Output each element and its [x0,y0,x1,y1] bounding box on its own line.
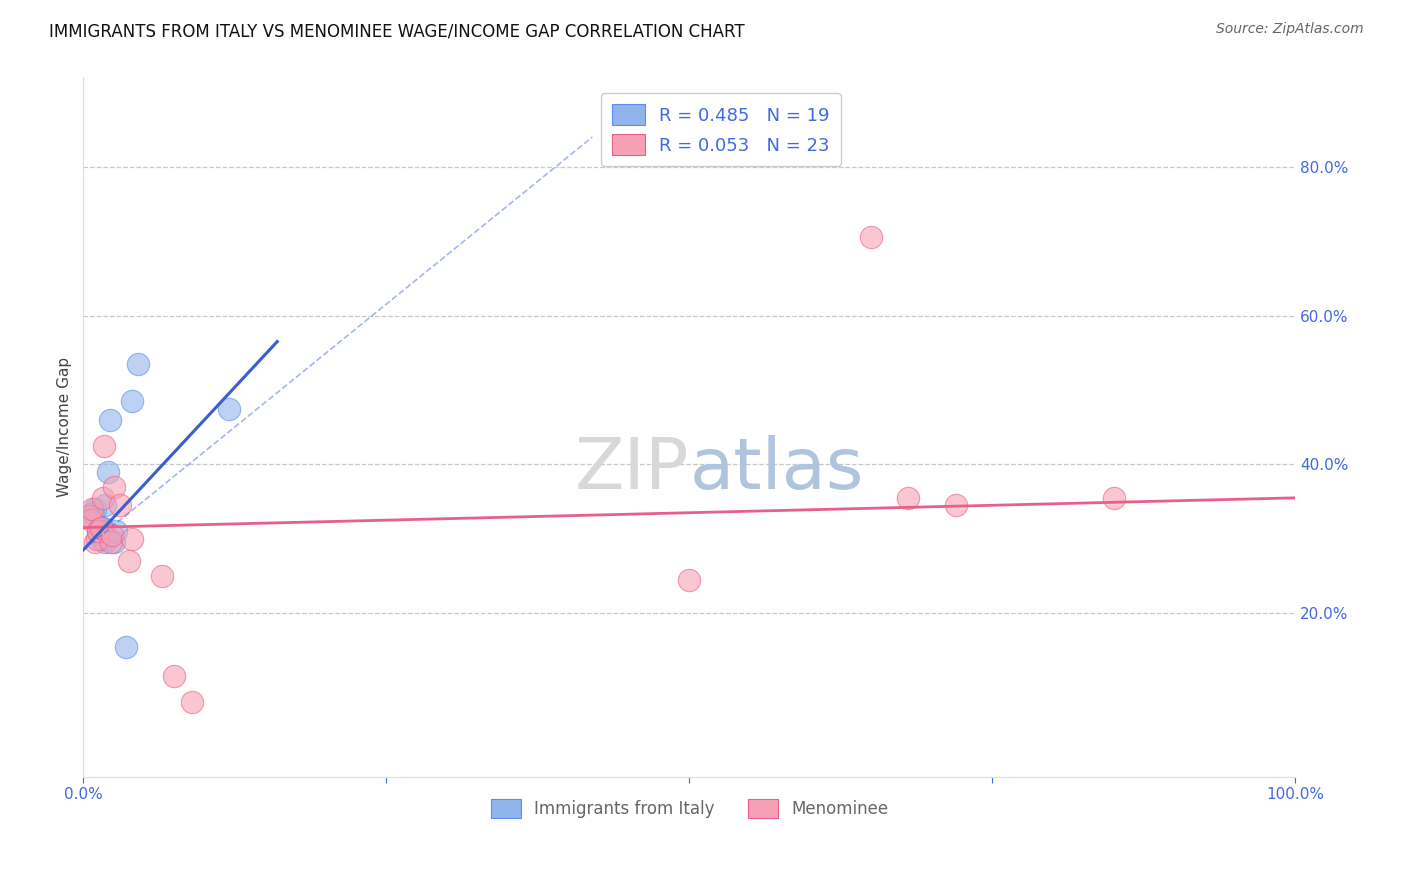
Point [82,506,104,520]
Legend: Immigrants from Italy, Menominee: Immigrants from Italy, Menominee [484,792,894,824]
Point [90,532,112,546]
Point [90,520,112,534]
Point [91,491,114,505]
Point [96,465,118,479]
Point [87,524,110,539]
Point [1102,491,1125,505]
Point [94,535,117,549]
Point [98,413,121,427]
Point [79,509,101,524]
Point [163,669,186,683]
Point [79,509,101,524]
Point [103,535,125,549]
Point [121,394,143,409]
Point [87,528,110,542]
Point [100,535,122,549]
Point [105,524,128,539]
Point [94,498,117,512]
Point [79,513,101,527]
Point [93,524,115,539]
Point [80,502,103,516]
Point [103,480,125,494]
Point [93,439,115,453]
Point [896,491,918,505]
Point [91,520,114,534]
Point [89,520,111,534]
Point [181,696,204,710]
Point [678,573,700,587]
Text: Source: ZipAtlas.com: Source: ZipAtlas.com [1216,22,1364,37]
Point [218,401,240,416]
Point [108,498,131,512]
Point [84,535,107,549]
Point [118,554,141,568]
Point [114,640,136,654]
Point [101,528,124,542]
Y-axis label: Wage/Income Gap: Wage/Income Gap [58,357,72,497]
Text: atlas: atlas [689,434,863,504]
Point [86,532,108,546]
Point [945,498,967,512]
Point [150,569,173,583]
Text: ZIP: ZIP [575,434,689,504]
Point [127,357,149,371]
Point [84,502,107,516]
Point [121,532,143,546]
Point [860,230,883,244]
Point [87,524,110,539]
Text: IMMIGRANTS FROM ITALY VS MENOMINEE WAGE/INCOME GAP CORRELATION CHART: IMMIGRANTS FROM ITALY VS MENOMINEE WAGE/… [49,22,745,40]
